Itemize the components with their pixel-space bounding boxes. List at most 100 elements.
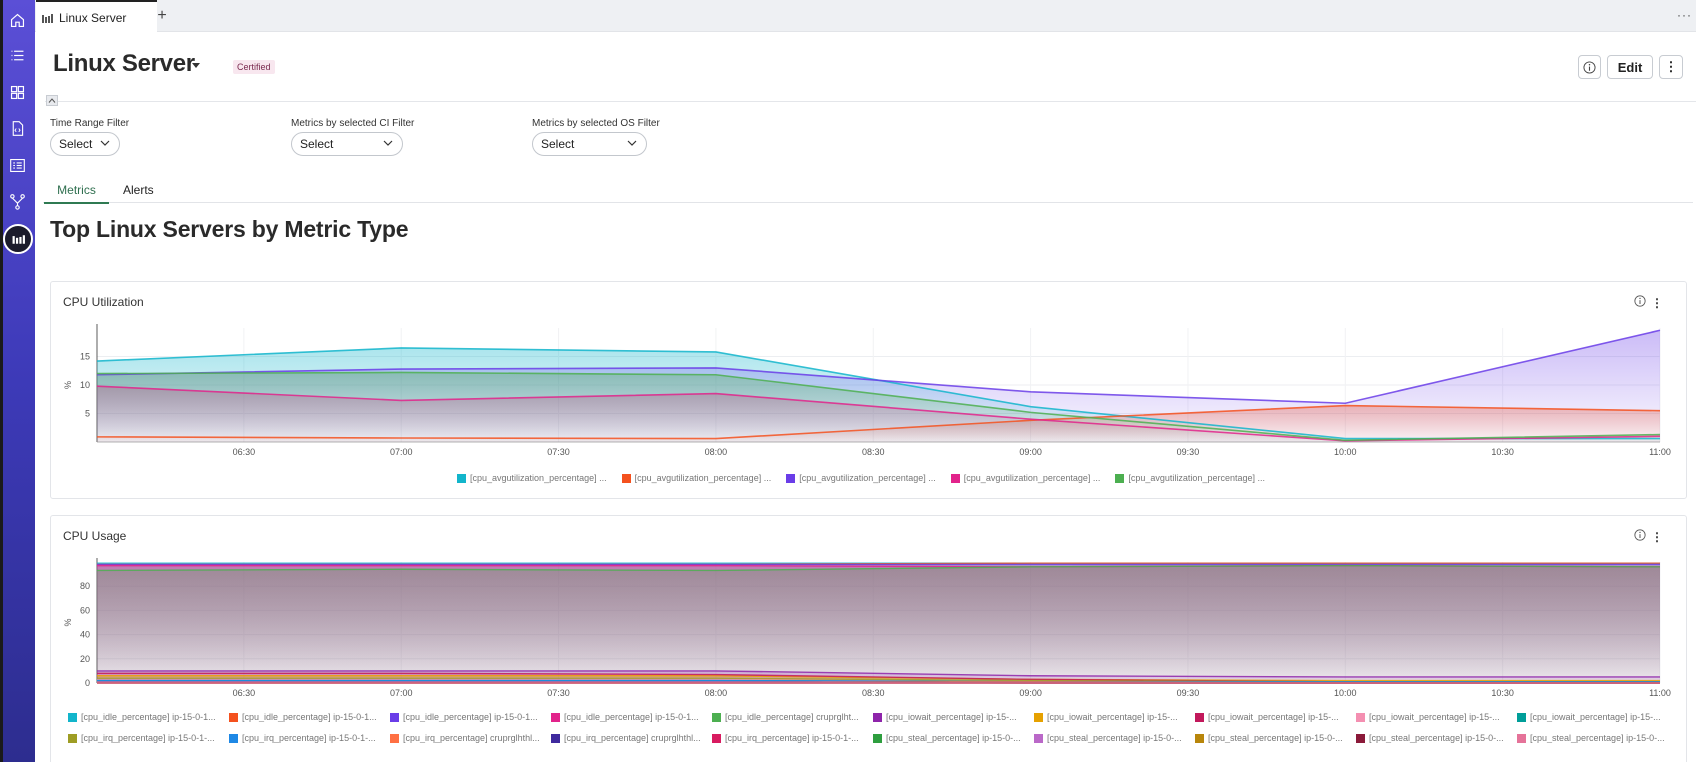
x-tick-label: 09:00 [1019,447,1042,457]
cpu-utilization-panel: CPU Utilization ⋮ 5 10 15 06:30 07:00 07:30 08… [50,281,1687,499]
y-tick-label: 60 [80,605,90,615]
dashboard-grid-icon[interactable] [6,81,28,103]
legend-item[interactable]: [cpu_avgutilization_percentage] ... [457,473,607,483]
os-filter-select[interactable]: Select [532,132,647,156]
ci-filter-select[interactable]: Select [291,132,403,156]
series-line-5 [96,371,1661,442]
home-icon[interactable] [6,9,28,31]
legend-item[interactable]: [cpu_irq_percentage] cruprglhthl... [551,733,712,743]
legend-item[interactable]: [cpu_steal_percentage] ip-15-0-... [1195,733,1356,743]
page-tabs-divider [43,202,1693,203]
y-tick-label: 40 [80,630,90,640]
kebab-menu-button[interactable]: ⋮ [1659,55,1683,79]
x-tick-label: 07:30 [547,447,570,457]
x-tick-label: 09:30 [1177,688,1200,698]
edit-button[interactable]: Edit [1607,55,1653,79]
x-tick-label: 11:00 [1649,688,1671,698]
legend-label: [cpu_idle_percentage] ip-15-0-1... [403,712,538,722]
x-tick-label: 10:30 [1491,447,1514,457]
legend-item[interactable]: [cpu_irq_percentage] ip-15-0-1-... [68,733,229,743]
tab-metrics[interactable]: Metrics [44,183,109,204]
legend-label: [cpu_steal_percentage] ip-15-0-... [1530,733,1665,743]
x-tick-label: 07:00 [390,688,413,698]
legend-label: [cpu_iowait_percentage] ip-15-... [1530,712,1661,722]
y-tick-label: 0 [85,678,90,688]
legend-item[interactable]: [cpu_irq_percentage] cruprglhthl... [390,733,551,743]
y-tick-label: 20 [80,654,90,664]
legend-label: [cpu_avgutilization_percentage] ... [1128,473,1265,483]
tab-linux-server[interactable]: Linux Server [36,0,157,33]
x-tick-label: 11:00 [1649,447,1671,457]
legend-label: [cpu_steal_percentage] ip-15-0-... [1369,733,1504,743]
legend-item[interactable]: [cpu_steal_percentage] ip-15-0-... [1517,733,1678,743]
legend-item[interactable]: [cpu_steal_percentage] ip-15-0-... [1034,733,1195,743]
legend-item[interactable]: [cpu_steal_percentage] ip-15-0-... [873,733,1034,743]
legend-swatch [1517,712,1526,722]
legend-swatch [873,733,882,743]
os-filter-label: Metrics by selected OS Filter [532,118,660,129]
workflow-icon[interactable] [6,190,28,212]
time-range-filter-select[interactable]: Select [50,132,120,156]
info-button[interactable] [1578,55,1601,79]
dashboards-icon[interactable] [3,224,33,254]
info-icon[interactable] [1634,529,1646,541]
title-dropdown-icon[interactable] [192,63,200,68]
legend-item[interactable]: [cpu_irq_percentage] ip-15-0-1-... [229,733,390,743]
list-icon[interactable] [6,44,28,66]
legend-label: [cpu_steal_percentage] ip-15-0-... [1047,733,1182,743]
legend-label: [cpu_steal_percentage] ip-15-0-... [886,733,1021,743]
cpu-usage-panel: CPU Usage ⋮ 0 20 40 60 80 06:30 07:00 07:30 08:0… [50,515,1687,762]
legend-label: [cpu_irq_percentage] cruprglhthl... [403,733,540,743]
legend-item[interactable]: [cpu_idle_percentage] cruprglht... [712,712,873,722]
info-icon [1583,60,1596,74]
add-tab-icon[interactable]: + [157,7,167,24]
legend-item[interactable]: [cpu_iowait_percentage] ip-15-... [1034,712,1195,722]
time-range-filter-label: Time Range Filter [50,118,130,129]
x-tick-label: 08:00 [705,447,728,457]
legend-item[interactable]: [cpu_iowait_percentage] ip-15-... [873,712,1034,722]
legend-label: [cpu_iowait_percentage] ip-15-... [886,712,1017,722]
chevron-up-icon [48,98,56,103]
legend-label: [cpu_irq_percentage] ip-15-0-1-... [242,733,376,743]
panel-kebab-icon[interactable]: ⋮ [1651,296,1663,310]
y-tick-label: 15 [80,352,90,362]
x-tick-label: 09:00 [1019,688,1042,698]
tab-alerts[interactable]: Alerts [123,183,154,197]
collapse-filters-button[interactable] [46,95,58,106]
legend-label: [cpu_steal_percentage] ip-15-0-... [1208,733,1343,743]
x-tick-label: 07:30 [547,688,570,698]
legend-item[interactable]: [cpu_iowait_percentage] ip-15-... [1356,712,1517,722]
legend-swatch [551,712,560,722]
panel-title: CPU Usage [63,529,127,543]
legend-label: [cpu_irq_percentage] ip-15-0-1-... [81,733,215,743]
legend-item[interactable]: [cpu_iowait_percentage] ip-15-... [1517,712,1678,722]
legend-item[interactable]: [cpu_idle_percentage] ip-15-0-1... [229,712,390,722]
legend-item[interactable]: [cpu_idle_percentage] ip-15-0-1... [390,712,551,722]
legend-item[interactable]: [cpu_avgutilization_percentage] ... [950,473,1100,483]
more-icon[interactable]: ··· [1677,8,1692,22]
legend-item[interactable]: [cpu_avgutilization_percentage] ... [621,473,771,483]
cpu-utilization-chart: 5 10 15 06:30 07:00 07:30 08:00 08:30 09:00 09:30… [63,324,1671,457]
code-file-icon[interactable] [6,117,28,139]
legend-label: [cpu_iowait_percentage] ip-15-... [1369,712,1500,722]
legend-swatch [390,733,399,743]
legend-item[interactable]: [cpu_iowait_percentage] ip-15-... [1195,712,1356,722]
legend-swatch [873,712,882,722]
legend-swatch [1195,733,1204,743]
legend-item[interactable]: [cpu_irq_percentage] ip-15-0-1-... [712,733,873,743]
legend-item[interactable]: [cpu_avgutilization_percentage] ... [1115,473,1265,483]
y-tick-label: 5 [85,409,90,419]
legend-item[interactable]: [cpu_idle_percentage] ip-15-0-1... [551,712,712,722]
y-tick-label: 80 [80,581,90,591]
info-icon[interactable] [1634,295,1646,307]
select-value: Select [541,137,575,151]
left-nav [0,0,35,762]
report-icon[interactable] [6,154,28,176]
panel-title: CPU Utilization [63,295,144,309]
legend-item[interactable]: [cpu_steal_percentage] ip-15-0-... [1356,733,1517,743]
legend-item[interactable]: [cpu_idle_percentage] ip-15-0-1... [68,712,229,722]
x-tick-label: 09:30 [1177,447,1200,457]
panel-kebab-icon[interactable]: ⋮ [1651,530,1663,544]
legend-item[interactable]: [cpu_avgutilization_percentage] ... [786,473,936,483]
